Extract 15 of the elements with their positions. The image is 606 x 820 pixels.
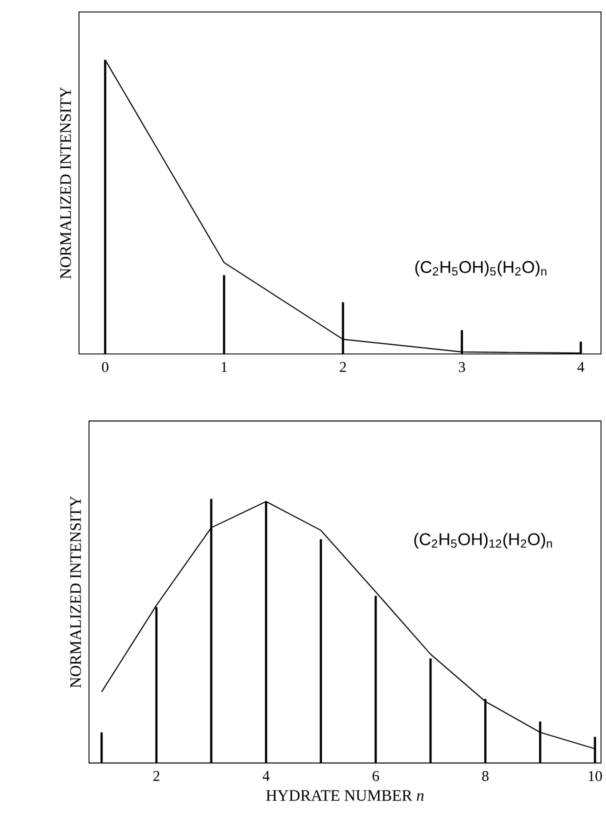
- x-tick-label: 2: [340, 362, 346, 372]
- x-tick-label: 1: [222, 362, 228, 372]
- y-axis-title: NORMALIZED INTENSITY: [70, 496, 82, 688]
- x-axis-title: HYDRATE NUMBER n: [266, 790, 424, 801]
- x-tick-label: 8: [482, 771, 489, 782]
- text: (C$_{2}$H$_{5}$OH)$_{12}$(H$_{2}$O)$_{n}$: [414, 532, 552, 549]
- text: (C$_{2}$H$_{5}$OH)$_{5}$(H$_{2}$O)$_{n}$: [415, 260, 546, 276]
- x-tick-label: 0: [102, 362, 108, 372]
- x-tick-label: 3: [458, 362, 466, 372]
- x-tick-label: 10: [588, 771, 602, 782]
- x-tick-label: 2: [153, 771, 160, 781]
- x-tick-label: 4: [262, 771, 270, 781]
- x-tick-label: 4: [577, 362, 584, 372]
- x-tick-label: 6: [372, 771, 380, 782]
- y-axis-title: NORMALIZED INTENSITY: [60, 87, 72, 279]
